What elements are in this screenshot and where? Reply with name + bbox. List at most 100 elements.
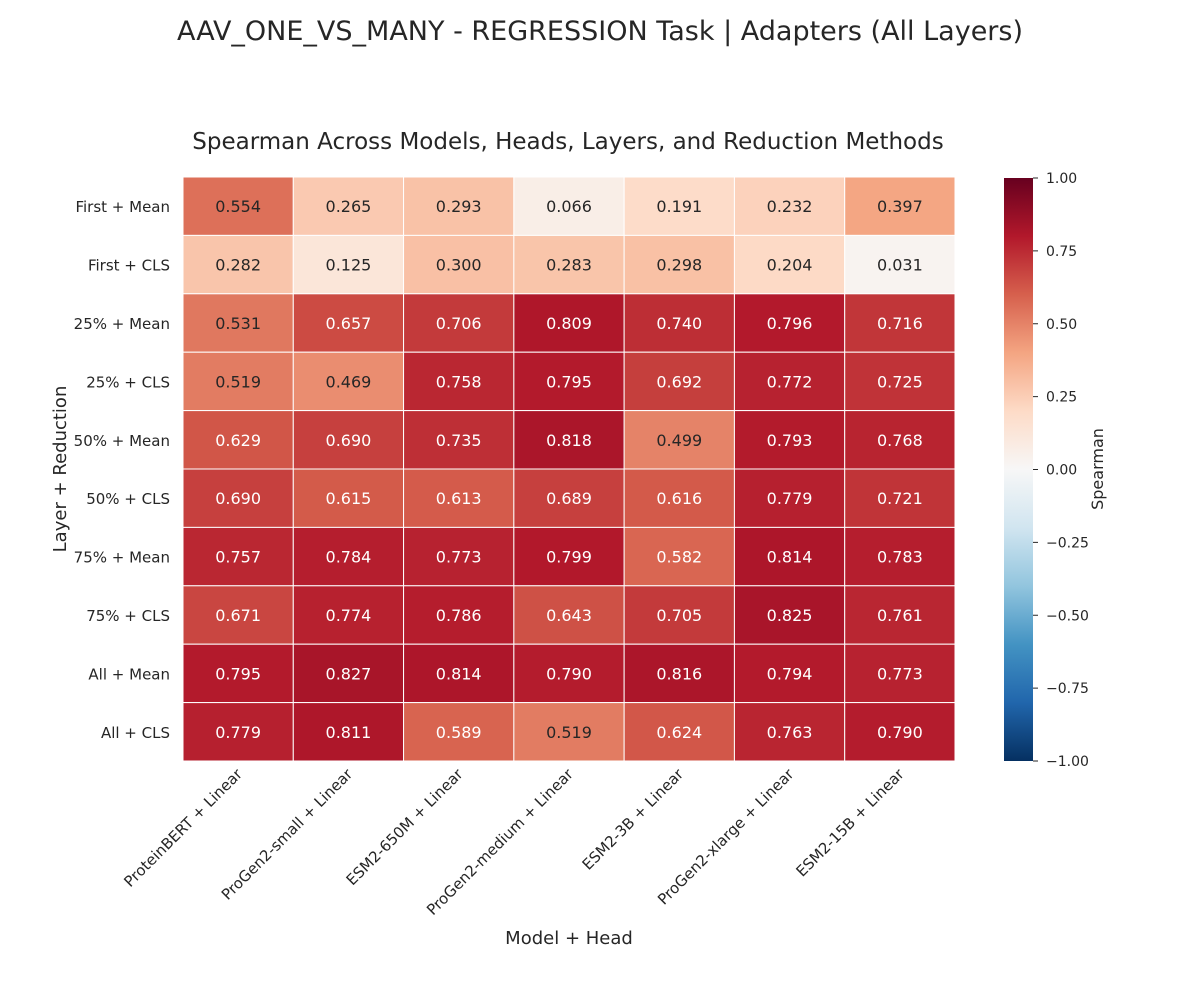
y-tick-label: 75% + CLS — [86, 607, 170, 625]
cell-value-label: 0.191 — [656, 197, 702, 216]
heatmap-cell — [292, 585, 405, 645]
heatmap-cell — [403, 526, 515, 587]
heatmap-cell — [292, 176, 405, 236]
cell-value-label: 0.232 — [767, 197, 813, 216]
cell-value-label: 0.794 — [767, 664, 813, 683]
cell-value-label: 0.818 — [546, 431, 592, 450]
cell-value-label: 0.613 — [436, 489, 482, 508]
figure-suptitle: AAV_ONE_VS_MANY - REGRESSION Task | Adap… — [177, 16, 1023, 47]
heatmap-cell — [623, 643, 735, 704]
heatmap-cell — [182, 585, 294, 645]
y-tick-label: 50% + CLS — [86, 490, 170, 508]
cell-value-label: 0.300 — [436, 256, 482, 275]
heatmap-cell — [844, 234, 956, 295]
cell-value-label: 0.796 — [767, 314, 813, 333]
cell-value-label: 0.825 — [767, 606, 813, 625]
y-tick-labels: First + Mean First + CLS 25% + Mean 25% + C… — [74, 198, 170, 742]
y-tick-label: 50% + Mean — [74, 432, 170, 450]
cell-value-label: 0.779 — [215, 723, 261, 742]
cell-value-label: 0.772 — [767, 372, 813, 391]
heatmap-cell — [513, 702, 625, 762]
cell-value-label: 0.657 — [326, 314, 372, 333]
colorbar-label: Spearman — [1088, 428, 1107, 510]
heatmap-cell — [403, 702, 515, 762]
cell-value-label: 0.519 — [215, 372, 261, 391]
cell-value-label: 0.616 — [656, 489, 702, 508]
cell-value-label: 0.779 — [767, 489, 813, 508]
cell-value-label: 0.773 — [877, 664, 923, 683]
heatmap-cell — [403, 410, 515, 470]
heatmap-cell — [844, 702, 956, 762]
heatmap-cell — [844, 293, 956, 353]
colorbar-tick-label: −1.00 — [1046, 754, 1089, 770]
heatmap-cell — [844, 351, 956, 412]
x-tick-label: ESM2-15B + Linear — [792, 765, 908, 881]
cell-value-label: 0.629 — [215, 431, 261, 450]
heatmap-cell — [182, 468, 294, 528]
cell-value-label: 0.499 — [656, 431, 702, 450]
y-tick-label: 25% + Mean — [74, 315, 170, 333]
heatmap-cell — [733, 526, 846, 587]
cell-value-label: 0.298 — [656, 256, 702, 275]
cell-value-label: 0.784 — [326, 548, 372, 567]
cell-value-label: 0.204 — [767, 256, 813, 275]
cell-value-label: 0.768 — [877, 431, 923, 450]
heatmap-cell — [513, 585, 625, 645]
cell-value-label: 0.795 — [546, 372, 592, 391]
cell-value-label: 0.589 — [436, 723, 482, 742]
cell-value-label: 0.031 — [877, 256, 923, 275]
cell-value-label: 0.811 — [326, 723, 372, 742]
cell-value-label: 0.758 — [436, 372, 482, 391]
heatmap-cell — [182, 351, 294, 412]
heatmap-cell — [844, 585, 956, 645]
cell-value-label: 0.692 — [656, 372, 702, 391]
heatmap-cells — [182, 176, 956, 762]
heatmap-cell — [623, 293, 735, 353]
cell-value-label: 0.816 — [656, 664, 702, 683]
cell-value-label: 0.786 — [436, 606, 482, 625]
heatmap-cell — [182, 702, 294, 762]
cell-value-label: 0.519 — [546, 723, 592, 742]
cell-value-label: 0.716 — [877, 314, 923, 333]
colorbar-ticks: 1.00 0.75 0.50 0.25 0.00 −0.25 −0.50 −0.75 −1.00 — [1033, 171, 1089, 770]
heatmap-cell — [403, 468, 515, 528]
heatmap-cell — [513, 526, 625, 587]
x-tick-label: ESM2-3B + Linear — [579, 765, 688, 874]
cell-value-label: 0.265 — [326, 197, 372, 216]
cell-value-label: 0.827 — [326, 664, 372, 683]
cell-value-label: 0.282 — [215, 256, 261, 275]
cell-value-label: 0.790 — [546, 664, 592, 683]
cell-value-label: 0.790 — [877, 723, 923, 742]
heatmap-cell — [733, 234, 846, 295]
cell-value-label: 0.689 — [546, 489, 592, 508]
cell-value-label: 0.283 — [546, 256, 592, 275]
chart-title: Spearman Across Models, Heads, Layers, a… — [192, 129, 943, 155]
heatmap-value-labels: 0.554 0.265 0.293 0.066 0.191 0.232 0.397 0.282… — [215, 197, 923, 742]
heatmap-cell — [623, 702, 735, 762]
x-tick-label: ESM2-650M + Linear — [343, 765, 467, 889]
cell-value-label: 0.293 — [436, 197, 482, 216]
cell-value-label: 0.799 — [546, 548, 592, 567]
colorbar-gradient — [1004, 178, 1033, 761]
colorbar-tick-label: 0.00 — [1046, 463, 1077, 479]
heatmap-cell — [403, 643, 515, 704]
y-tick-label: All + Mean — [88, 665, 170, 683]
cell-value-label: 0.582 — [656, 548, 702, 567]
cell-value-label: 0.761 — [877, 606, 923, 625]
heatmap-cell — [403, 293, 515, 353]
cell-value-label: 0.615 — [326, 489, 372, 508]
heatmap-cell — [292, 468, 405, 528]
y-tick-label: First + Mean — [75, 198, 170, 216]
heatmap-cell — [182, 176, 294, 236]
heatmap-cell — [733, 293, 846, 353]
heatmap-cell — [513, 468, 625, 528]
cell-value-label: 0.397 — [877, 197, 923, 216]
cell-value-label: 0.814 — [767, 548, 813, 567]
heatmap-cell — [844, 526, 956, 587]
cell-value-label: 0.783 — [877, 548, 923, 567]
y-axis-label: Layer + Reduction — [50, 386, 71, 553]
heatmap-cell — [733, 176, 846, 236]
cell-value-label: 0.757 — [215, 548, 261, 567]
heatmap-cell — [844, 410, 956, 470]
